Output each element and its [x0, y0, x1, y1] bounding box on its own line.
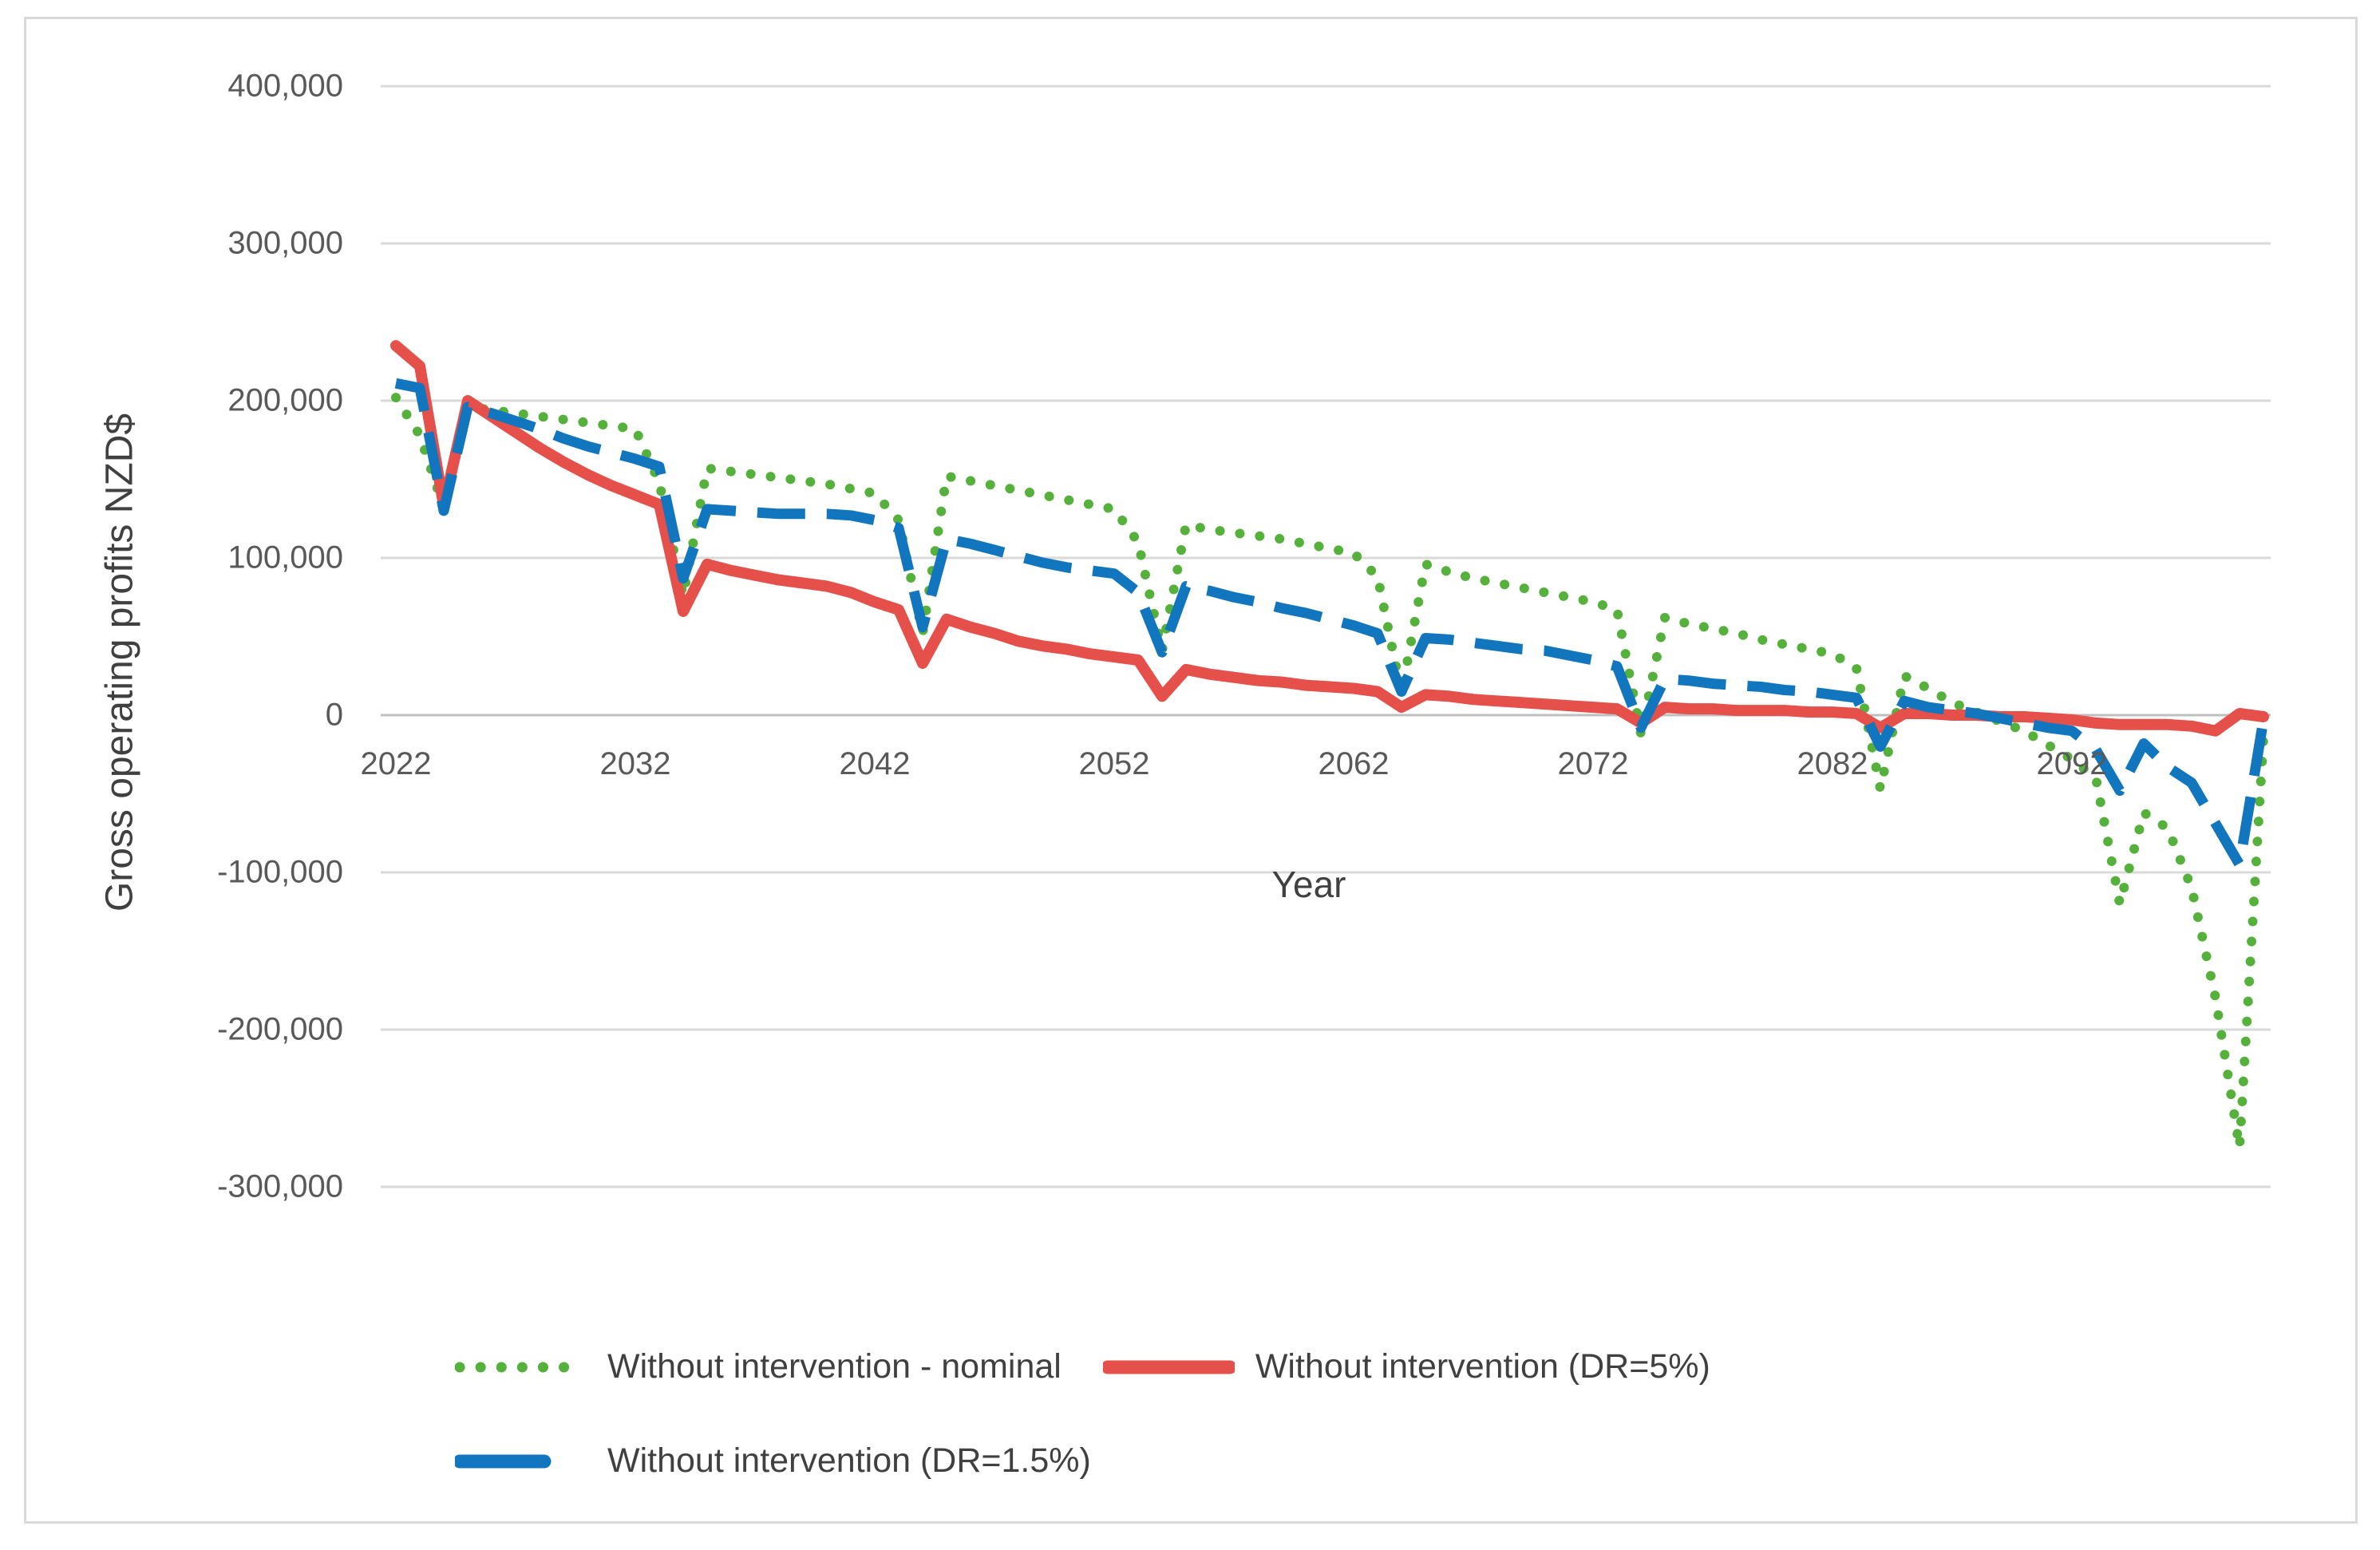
x-tick-label: 2062 [1318, 746, 1390, 781]
y-tick-label: 300,000 [227, 225, 343, 261]
x-tick-label: 2092 [2036, 746, 2108, 781]
series-line-solid [390, 340, 2269, 737]
x-tick-label: 2042 [839, 746, 911, 781]
legend-row-1: Without intervention - nominal Without i… [455, 1347, 1752, 1386]
x-tick-label: 2072 [1557, 746, 1629, 781]
legend-sample-dashed-blue [455, 1454, 552, 1468]
legend-sample-solid-red [1102, 1360, 1235, 1374]
legend-label-dr15: Without intervention (DR=1.5%) [607, 1441, 1091, 1480]
y-tick-label: 0 [325, 697, 343, 733]
y-tick-label: 400,000 [227, 68, 343, 104]
legend-row-2: Without intervention (DR=1.5%) [455, 1441, 1133, 1481]
y-tick-label: 200,000 [227, 382, 343, 418]
figure-border [24, 17, 2358, 1524]
x-tick-label: 2052 [1078, 746, 1150, 781]
x-tick-label: 2022 [360, 746, 432, 781]
y-tick-label: -300,000 [217, 1168, 343, 1204]
legend-label-nominal: Without intervention - nominal [607, 1347, 1062, 1386]
y-tick-label: -200,000 [217, 1011, 343, 1047]
series-line-dashed [394, 378, 2269, 870]
legend-sample-dotted-green [455, 1362, 587, 1372]
legend-item-nominal: Without intervention - nominal [455, 1347, 1103, 1386]
y-tick-label: 100,000 [227, 540, 343, 575]
x-axis-title: Year [1271, 864, 1346, 905]
series-line-dotted [391, 393, 2268, 1153]
legend-label-dr5: Without intervention (DR=5%) [1255, 1347, 1710, 1386]
x-tick-label: 2082 [1797, 746, 1868, 781]
y-tick-label: -100,000 [217, 854, 343, 890]
y-axis-title-text: Gross operating profits NZD$ [98, 413, 141, 912]
legend-item-dr15: Without intervention (DR=1.5%) [455, 1441, 1133, 1481]
x-tick-label: 2032 [599, 746, 671, 781]
legend-item-dr5: Without intervention (DR=5%) [1102, 1347, 1752, 1386]
